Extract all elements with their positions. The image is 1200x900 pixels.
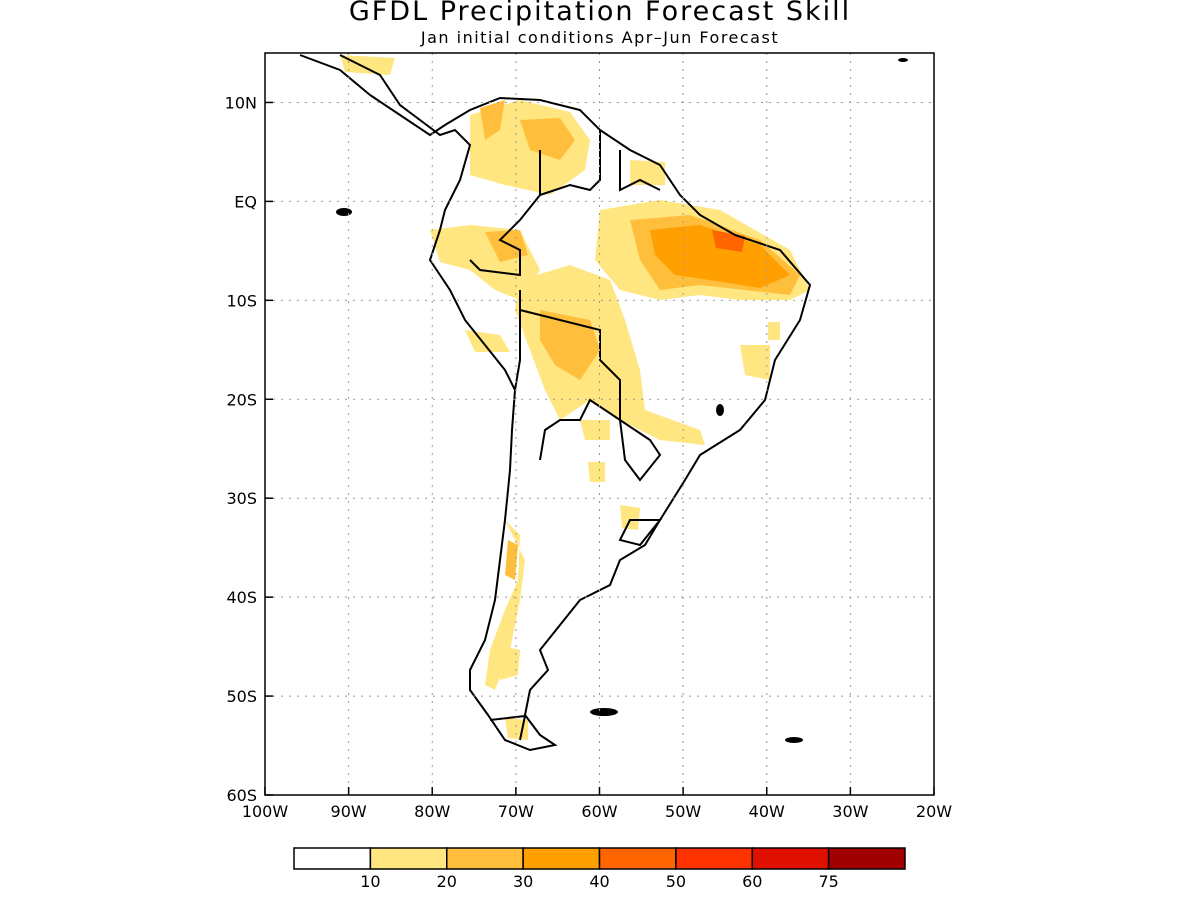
- lat-tick-label: 40S: [226, 588, 257, 607]
- colorbar-bin: [751, 847, 830, 870]
- lat-tick-label: 60S: [226, 786, 257, 805]
- colorbar-label: 10: [360, 872, 380, 891]
- colorbar-bin: [598, 847, 677, 870]
- lon-tick-label: 40W: [749, 802, 785, 821]
- lat-tick-label: 20S: [226, 390, 257, 409]
- skill-area-chile: [485, 520, 525, 690]
- map-subtitle: Jan initial conditions Apr–Jun Forecast: [420, 28, 780, 47]
- lon-tick-label: 60W: [581, 802, 617, 821]
- colorbar-bin: [827, 847, 906, 870]
- colorbar-label: 20: [437, 872, 457, 891]
- lon-tick-label: 90W: [331, 802, 367, 821]
- skill-area-north-core: [480, 100, 505, 140]
- colorbar-bin: [369, 847, 448, 870]
- colorbar-bin: [446, 847, 524, 870]
- lon-tick-label: 50W: [665, 802, 701, 821]
- coastline: [299, 54, 812, 752]
- lon-axis: 100W 90W 80W 70W 60W 50W 40W 30W 20W: [242, 787, 952, 821]
- lat-tick-label: 10S: [226, 291, 257, 310]
- colorbar-bin: [293, 847, 372, 870]
- colorbar-bin: [675, 847, 753, 870]
- lon-tick-label: 70W: [498, 802, 534, 821]
- colorbar-label: 30: [513, 872, 533, 891]
- lat-tick-label: 50S: [226, 687, 257, 706]
- islands: [336, 58, 908, 743]
- lat-tick-label: EQ: [234, 192, 257, 211]
- lon-tick-label: 80W: [414, 802, 450, 821]
- colorbar-label: 75: [818, 872, 838, 891]
- lat-axis: 10N EQ 10S 20S 30S 40S 50S 60S: [225, 93, 273, 805]
- colorbar-label: 40: [589, 872, 609, 891]
- lat-tick-label: 30S: [226, 489, 257, 508]
- colorbar-label: 50: [666, 872, 686, 891]
- skill-shading: [340, 55, 810, 740]
- map-title: GFDL Precipitation Forecast Skill: [348, 0, 852, 27]
- colorbar-label: 60: [742, 872, 762, 891]
- lat-tick-label: 10N: [225, 93, 257, 112]
- lon-tick-label: 30W: [832, 802, 868, 821]
- colorbar-bin: [522, 847, 601, 870]
- lon-tick-label: 100W: [242, 802, 289, 821]
- lon-tick-label: 20W: [916, 802, 952, 821]
- colorbar-legend: 10 20 30 40 50 60 75: [293, 847, 906, 891]
